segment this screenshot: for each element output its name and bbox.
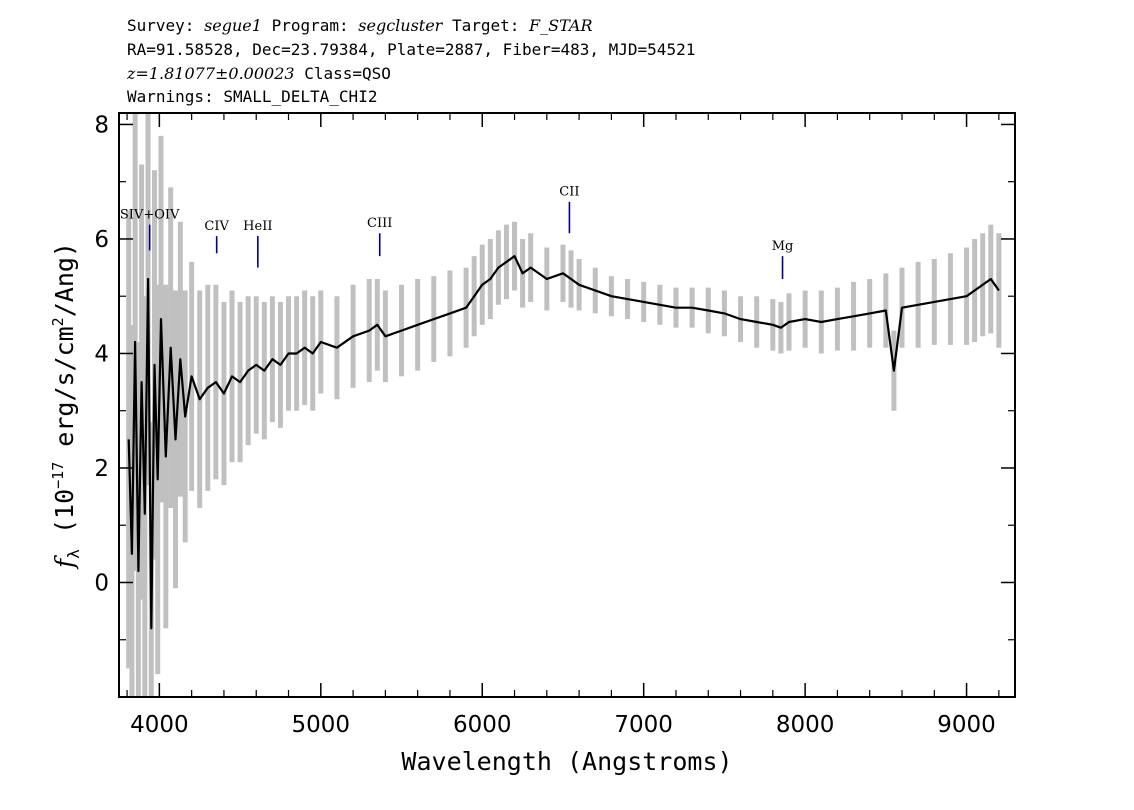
y-tick-label: 6 — [94, 227, 109, 253]
header-line-survey: Survey: segue1 Program: segcluster Targe… — [127, 16, 593, 35]
y-tick-label: 4 — [94, 341, 109, 367]
x-axis-title: Wavelength (Angstroms) — [401, 747, 732, 776]
header-line-coordinates: RA=91.58528, Dec=23.79384, Plate=2887, F… — [127, 40, 695, 59]
survey-value: segue1 — [204, 16, 262, 35]
y-tick-label: 0 — [94, 570, 109, 596]
x-tick-label: 6000 — [453, 712, 512, 738]
target-value: F_STAR — [528, 16, 592, 35]
line-mark-label: CII — [559, 185, 579, 200]
line-mark-label: HeII — [243, 219, 272, 234]
line-mark-label: CIV — [204, 219, 229, 234]
x-tick-label: 5000 — [292, 712, 351, 738]
y-tick-label: 2 — [94, 456, 109, 482]
header: Survey: segue1 Program: segcluster Targe… — [126, 16, 695, 106]
line-mark-label: SIV+OIV — [120, 208, 180, 223]
emission-line-marks: SIV+OIV CIV HeII CIII CII Mg — [120, 185, 794, 280]
line-mark-label: Mg — [772, 239, 794, 254]
program-value: segcluster — [358, 16, 443, 35]
x-tick-label: 8000 — [776, 712, 835, 738]
x-tick-label: 7000 — [614, 712, 673, 738]
flux-layer — [127, 255, 1000, 630]
plot-frame — [118, 112, 1016, 698]
redshift-value: z=1.81077±0.00023 — [126, 64, 295, 83]
axis-ticks: 4000 5000 6000 7000 8000 9000 0 2 4 6 8 — [94, 112, 1015, 738]
header-line-warnings: Warnings: SMALL_DELTA_CHI2 — [127, 87, 377, 106]
line-mark-label: CIII — [367, 216, 392, 231]
error-band — [126, 113, 1002, 697]
x-tick-label: 4000 — [130, 712, 189, 738]
y-tick-label: 8 — [94, 112, 109, 138]
y-axis-title: fλ (10−17 erg/s/cm2/Ang) — [49, 242, 83, 570]
x-tick-label: 9000 — [937, 712, 996, 738]
header-line-redshift: z=1.81077±0.00023 Class=QSO — [126, 64, 391, 83]
class-value: Class=QSO — [295, 64, 391, 83]
flux-line — [127, 255, 1000, 630]
